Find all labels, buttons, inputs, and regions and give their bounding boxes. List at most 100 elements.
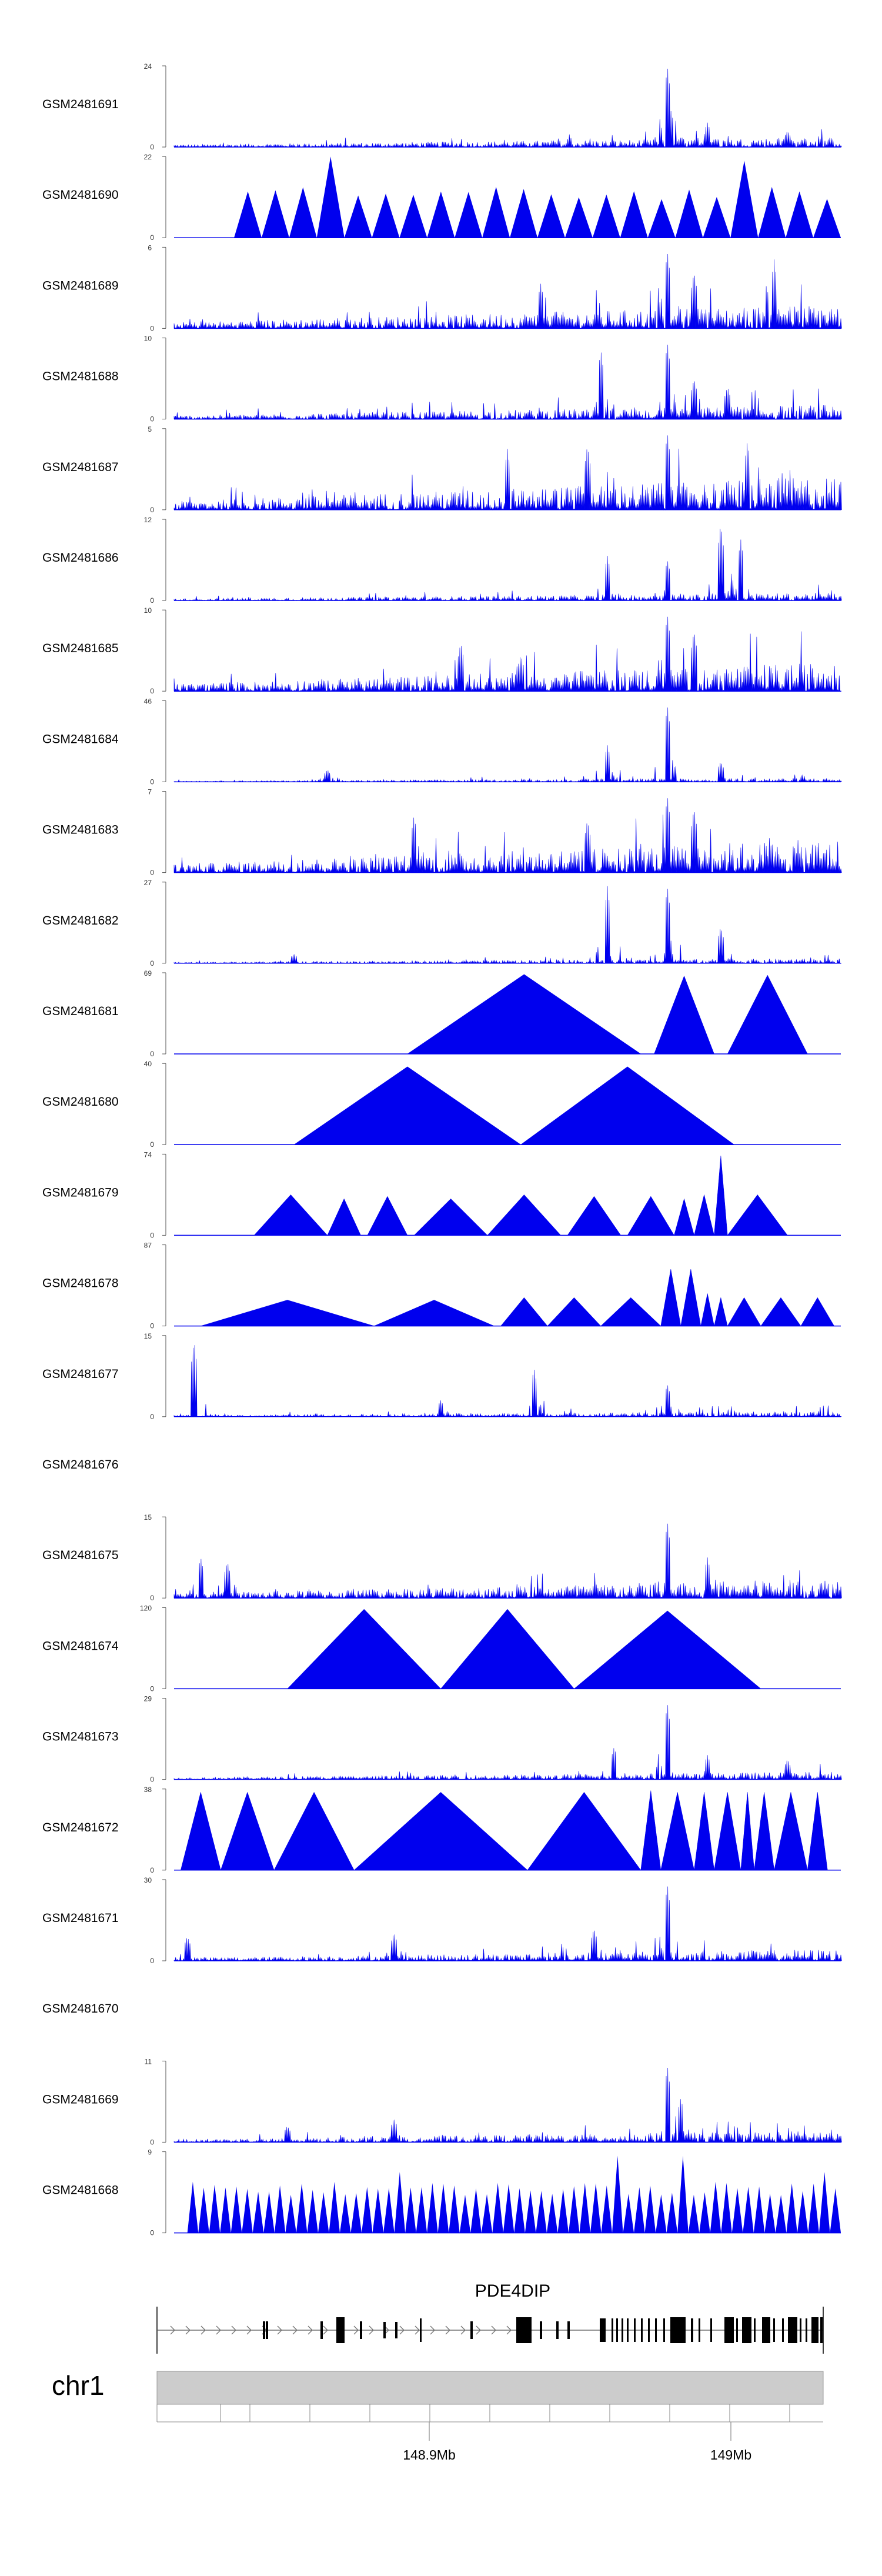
y-min-label: 0 xyxy=(150,1140,154,1149)
track-label: GSM2481670 xyxy=(42,2002,119,2016)
track-label: GSM2481676 xyxy=(42,1458,119,1471)
y-max-label: 9 xyxy=(148,2148,152,2157)
coverage-area xyxy=(173,1886,842,1962)
exon xyxy=(320,2321,323,2339)
coverage-peak xyxy=(527,1791,642,1871)
exon xyxy=(663,2318,665,2342)
strand-arrow xyxy=(323,2325,328,2335)
y-max-label: 15 xyxy=(144,1332,152,1340)
strand-arrow xyxy=(170,2325,175,2335)
coverage-peak xyxy=(688,2194,700,2233)
coverage-peak xyxy=(714,1156,728,1236)
track-GSM2481670: GSM2481670 xyxy=(42,2002,119,2016)
coverage-peak xyxy=(703,196,731,238)
exon xyxy=(383,2322,386,2338)
y-min-label: 0 xyxy=(150,143,154,151)
coverage-peak xyxy=(727,1297,761,1326)
coverage-peak xyxy=(220,1791,275,1871)
coverage-peak xyxy=(416,2187,427,2233)
coverage-peak xyxy=(181,1792,221,1871)
track-label: GSM2481672 xyxy=(42,1821,119,1834)
coverage-peak xyxy=(600,1297,662,1326)
y-max-label: 11 xyxy=(145,2057,152,2066)
coverage-peak xyxy=(293,1066,522,1145)
coverage-peak xyxy=(520,1066,735,1145)
coverage-peak xyxy=(383,2188,395,2233)
coverage-peak xyxy=(714,1297,728,1326)
coverage-peak xyxy=(209,2184,220,2233)
exon xyxy=(336,2317,345,2343)
exon xyxy=(540,2321,542,2339)
coverage-peak xyxy=(503,2184,514,2233)
strand-arrow xyxy=(491,2325,496,2335)
coverage-peak xyxy=(273,1791,355,1871)
track-GSM2481691: GSM2481691 24 0 xyxy=(42,62,842,151)
track-label: GSM2481689 xyxy=(42,279,119,292)
exon xyxy=(360,2321,362,2339)
coverage-peak xyxy=(437,2183,449,2233)
coverage-area xyxy=(173,798,842,873)
coverage-peak xyxy=(699,2192,710,2233)
coverage-area xyxy=(173,616,842,692)
y-min-label: 0 xyxy=(150,415,154,423)
track-label: GSM2481671 xyxy=(42,1911,119,1925)
exon xyxy=(800,2318,801,2342)
y-max-label: 40 xyxy=(144,1060,152,1068)
y-min-label: 0 xyxy=(150,1413,154,1421)
coverage-peak xyxy=(700,1293,714,1326)
coverage-peak xyxy=(327,1198,361,1236)
gene-track: PDE4DIP xyxy=(156,2281,824,2354)
coverage-peak xyxy=(710,2181,721,2233)
y-min-label: 0 xyxy=(150,506,154,514)
exon xyxy=(567,2321,570,2339)
exon xyxy=(773,2318,775,2342)
y-max-label: 29 xyxy=(144,1695,152,1703)
coverage-peak xyxy=(557,2188,569,2233)
track-label: GSM2481691 xyxy=(42,98,119,111)
strand-arrow xyxy=(201,2325,206,2335)
coverage-peak xyxy=(675,189,703,238)
coverage-peak xyxy=(666,2193,678,2233)
strand-arrow xyxy=(277,2325,282,2335)
coverage-peak xyxy=(727,1194,788,1236)
track-GSM2481673: GSM2481673 29 0 xyxy=(42,1695,842,1784)
y-min-label: 0 xyxy=(150,1957,154,1965)
coverage-peak xyxy=(730,161,759,238)
strand-arrow xyxy=(445,2325,450,2335)
y-max-label: 15 xyxy=(144,1513,152,1521)
exon xyxy=(600,2318,606,2342)
y-max-label: 120 xyxy=(140,1604,152,1612)
y-max-label: 10 xyxy=(144,606,152,615)
strand-arrow xyxy=(353,2325,359,2335)
strand-arrow xyxy=(231,2325,236,2335)
exon xyxy=(634,2318,636,2342)
track-GSM2481682: GSM2481682 27 0 xyxy=(42,879,842,967)
coverage-area xyxy=(173,1345,842,1417)
coverage-peak xyxy=(623,2194,634,2233)
y-min-label: 0 xyxy=(150,1776,154,1784)
coverage-peak xyxy=(449,2185,460,2233)
coverage-peak xyxy=(537,194,565,238)
coverage-peak xyxy=(274,2185,286,2233)
strand-arrow xyxy=(369,2325,374,2335)
track-GSM2481687: GSM2481687 5 0 xyxy=(42,425,842,514)
track-label: GSM2481674 xyxy=(42,1639,119,1653)
coverage-area xyxy=(173,1705,842,1780)
exon xyxy=(616,2318,618,2342)
coverage-peak xyxy=(487,1194,562,1236)
coverage-peak xyxy=(187,2181,199,2233)
y-max-label: 38 xyxy=(144,1786,152,1794)
coverage-peak xyxy=(786,2183,797,2233)
y-max-label: 46 xyxy=(144,697,152,705)
coverage-peak xyxy=(592,194,620,238)
track-GSM2481681: GSM2481681 69 0 xyxy=(42,969,841,1058)
exon xyxy=(782,2318,784,2342)
coverage-peak xyxy=(601,2185,613,2233)
coverage-area xyxy=(173,529,842,602)
track-label: GSM2481668 xyxy=(42,2184,119,2197)
data-tracks: GSM2481691240GSM2481690220GSM248168960GS… xyxy=(42,62,842,2237)
exon xyxy=(742,2317,751,2343)
coverage-area xyxy=(173,345,842,420)
coverage-peak xyxy=(374,1300,495,1326)
